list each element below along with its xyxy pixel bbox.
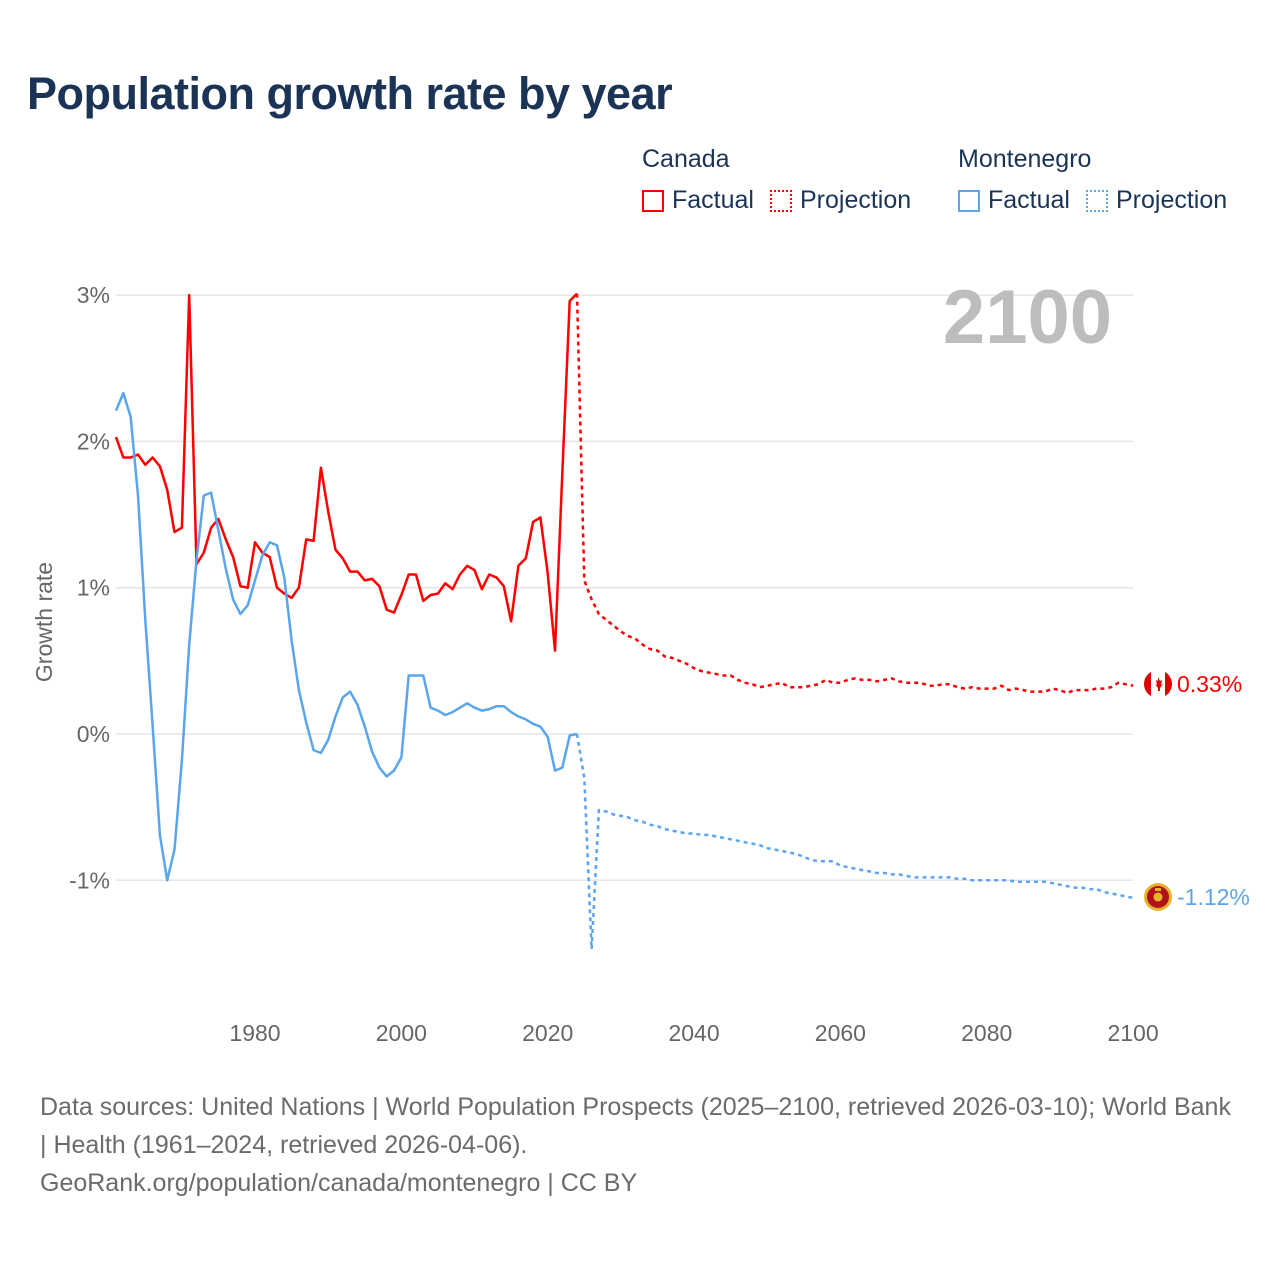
canada-factual-line[interactable] [114, 292, 578, 652]
x-tick-labels: 1980 2000 2020 2040 2060 2080 2100 [229, 1020, 1158, 1046]
legend-group-canada: Canada Factual Projection [642, 145, 927, 215]
legend-group-name: Canada [642, 145, 730, 173]
y-tick-labels: 3% 2% 1% 0% -1% [69, 282, 110, 893]
x-tick-label: 1980 [229, 1020, 280, 1046]
canada-flag-icon [1144, 670, 1172, 698]
legend-swatch-solid [958, 189, 980, 212]
montenegro-factual-line[interactable] [114, 391, 578, 882]
data-sources: Data sources: United Nations | World Pop… [40, 1093, 1231, 1159]
legend-swatch-dotted [769, 189, 792, 212]
legend-group-montenegro: Montenegro Factual Projection [958, 145, 1243, 215]
gridlines [116, 294, 1133, 882]
x-tick-label: 2080 [961, 1020, 1012, 1046]
legend-canada-factual[interactable]: Factual [642, 186, 754, 215]
legend-label: Projection [1115, 186, 1228, 214]
source-link[interactable]: GeoRank.org/population/canada/montenegro… [40, 1169, 638, 1197]
footer: Data sources: United Nations | World Pop… [40, 1088, 1240, 1202]
legend-swatch-solid [642, 189, 664, 212]
legend-canada-projection[interactable]: Projection [769, 186, 912, 215]
legend-group-name: Montenegro [958, 145, 1092, 173]
montenegro-end-value: -1.12% [1177, 884, 1250, 910]
y-tick-label: -1% [69, 867, 110, 893]
canada-end-value: 0.33% [1177, 671, 1242, 697]
legend-label: Factual [672, 186, 754, 214]
chart-title: Population growth rate by year [27, 68, 673, 119]
x-tick-label: 2040 [668, 1020, 719, 1046]
y-tick-label: 0% [77, 721, 110, 747]
x-tick-label: 2060 [815, 1020, 866, 1046]
series-lines [114, 292, 1134, 951]
x-tick-label: 2100 [1107, 1020, 1158, 1046]
legend-label: Factual [988, 186, 1070, 214]
legend-montenegro-projection[interactable]: Projection [1085, 186, 1228, 215]
y-axis-label: Growth rate [31, 562, 57, 682]
y-tick-label: 1% [77, 575, 110, 601]
x-tick-label: 2020 [522, 1020, 573, 1046]
legend-swatch-dotted [1085, 189, 1108, 212]
y-tick-label: 2% [77, 428, 110, 454]
year-label: 2100 [943, 275, 1112, 360]
montenegro-projection-line[interactable] [575, 733, 1134, 951]
legend-montenegro-factual[interactable]: Factual [958, 186, 1070, 215]
chart-plot: 3% 2% 1% 0% -1% 1980 2000 2020 2040 2060 2080 2100… [31, 275, 1250, 1046]
x-tick-label: 2000 [376, 1020, 427, 1046]
montenegro-flag-icon [1144, 883, 1172, 911]
y-tick-label: 3% [77, 282, 110, 308]
legend-label: Projection [799, 186, 912, 214]
canada-projection-line[interactable] [575, 293, 1134, 695]
